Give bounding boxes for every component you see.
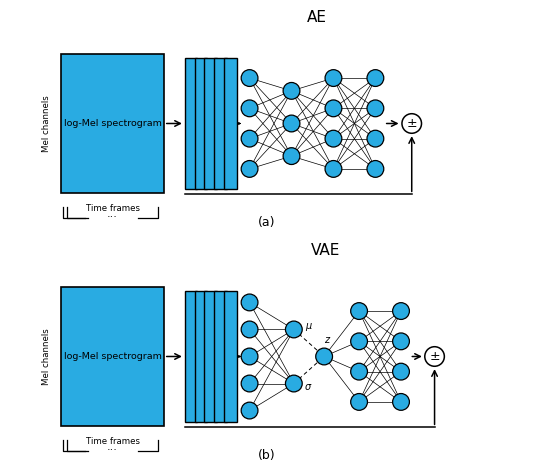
Text: log-Mel spectrogram: log-Mel spectrogram — [63, 119, 162, 128]
Text: (a): (a) — [257, 216, 275, 229]
Circle shape — [325, 130, 342, 147]
Circle shape — [241, 294, 258, 311]
Circle shape — [325, 69, 342, 87]
Bar — [214, 58, 227, 189]
Circle shape — [367, 160, 384, 177]
Circle shape — [283, 82, 300, 99]
Circle shape — [241, 375, 258, 392]
Circle shape — [286, 321, 302, 338]
Bar — [61, 54, 164, 193]
Text: Time frames: Time frames — [86, 437, 139, 445]
Text: Mel channels: Mel channels — [42, 95, 51, 152]
Text: ±: ± — [429, 350, 440, 363]
Bar — [61, 287, 164, 426]
Bar — [195, 58, 207, 189]
Bar — [195, 291, 207, 422]
Circle shape — [392, 333, 409, 350]
Text: VAE: VAE — [311, 243, 340, 258]
Circle shape — [241, 402, 258, 419]
Text: log-Mel spectrogram: log-Mel spectrogram — [63, 352, 162, 361]
Bar — [185, 58, 197, 189]
Circle shape — [392, 393, 409, 410]
Circle shape — [351, 303, 367, 320]
Text: (b): (b) — [257, 449, 275, 462]
Bar — [214, 291, 227, 422]
Circle shape — [367, 100, 384, 116]
Bar — [204, 291, 217, 422]
Bar — [185, 291, 197, 422]
Circle shape — [351, 393, 367, 410]
Circle shape — [286, 375, 302, 392]
Circle shape — [351, 333, 367, 350]
Circle shape — [241, 69, 258, 87]
Bar — [204, 58, 217, 189]
Circle shape — [283, 148, 300, 164]
Text: ...: ... — [107, 441, 118, 452]
Text: z: z — [324, 335, 330, 345]
Text: AE: AE — [307, 10, 327, 25]
Circle shape — [325, 160, 342, 177]
Circle shape — [241, 348, 258, 365]
Circle shape — [316, 348, 332, 365]
Circle shape — [367, 130, 384, 147]
Circle shape — [325, 100, 342, 116]
Text: Mel channels: Mel channels — [42, 328, 51, 385]
Circle shape — [241, 100, 258, 116]
Text: σ: σ — [305, 382, 311, 392]
Bar — [224, 58, 236, 189]
Circle shape — [402, 114, 422, 133]
Circle shape — [241, 160, 258, 177]
Circle shape — [392, 363, 409, 380]
Text: μ: μ — [305, 321, 311, 331]
Circle shape — [241, 321, 258, 338]
Text: ...: ... — [107, 208, 118, 219]
Circle shape — [241, 130, 258, 147]
Circle shape — [351, 363, 367, 380]
Text: Time frames: Time frames — [86, 204, 139, 212]
Circle shape — [367, 69, 384, 87]
Bar — [224, 291, 236, 422]
Text: ±: ± — [406, 117, 417, 130]
Circle shape — [425, 347, 444, 366]
Circle shape — [392, 303, 409, 320]
Circle shape — [283, 115, 300, 132]
